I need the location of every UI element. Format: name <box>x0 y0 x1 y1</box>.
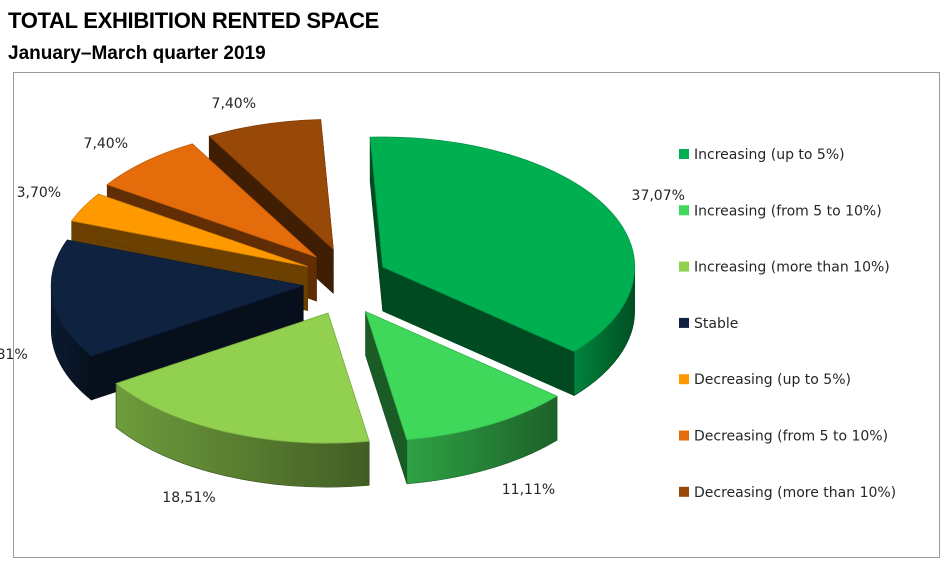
legend-item: Decreasing (from 5 to 10%) <box>679 429 888 445</box>
legend-label: Decreasing (more than 10%) <box>694 485 896 501</box>
legend-item: Decreasing (more than 10%) <box>679 485 896 501</box>
legend-item: Increasing (up to 5%) <box>679 147 845 163</box>
pie-slice <box>115 312 370 444</box>
data-label: 3,70% <box>17 185 61 201</box>
chart-subtitle: January–March quarter 2019 <box>8 43 266 64</box>
legend-swatch <box>679 261 689 272</box>
pie-slice <box>50 239 305 357</box>
legend-item: Decreasing (up to 5%) <box>679 372 851 388</box>
pie-slice-side <box>369 137 636 397</box>
legend-label: Increasing (up to 5%) <box>694 147 845 163</box>
legend-item: Stable <box>679 316 738 332</box>
data-label: 7,40% <box>84 136 128 152</box>
legend-label: Decreasing (up to 5%) <box>694 372 851 388</box>
pie-slice <box>369 136 636 353</box>
pie-slice <box>208 119 334 251</box>
legend: Increasing (up to 5%) Increasing (from 5 … <box>679 147 896 501</box>
chart-title: TOTAL EXHIBITION RENTED SPACE <box>8 8 380 33</box>
data-labels: 37,07% 11,11% 18,51% 14,81% 3,70% 7,40% 7,40% <box>0 96 685 506</box>
legend-swatch <box>679 374 689 385</box>
data-label: 7,40% <box>212 96 256 112</box>
data-label: 37,07% <box>632 188 685 204</box>
legend-label: Stable <box>694 316 738 332</box>
data-label: 14,81% <box>0 347 28 363</box>
data-label: 18,51% <box>162 490 215 506</box>
pie-slice <box>70 193 308 267</box>
legend-label: Increasing (from 5 to 10%) <box>694 203 882 219</box>
legend-item: Increasing (from 5 to 10%) <box>679 203 882 219</box>
data-label: 11,11% <box>502 482 555 498</box>
legend-item: Increasing (more than 10%) <box>679 260 890 276</box>
legend-swatch <box>679 486 689 497</box>
pie-slice <box>106 143 317 258</box>
pie-slice <box>364 310 558 441</box>
legend-label: Decreasing (from 5 to 10%) <box>694 429 888 445</box>
pie-top-layer <box>50 119 636 444</box>
legend-label: Increasing (more than 10%) <box>694 260 890 276</box>
legend-swatch <box>679 317 689 328</box>
legend-swatch <box>679 205 689 216</box>
legend-swatch <box>679 149 689 159</box>
legend-swatch <box>679 430 689 441</box>
